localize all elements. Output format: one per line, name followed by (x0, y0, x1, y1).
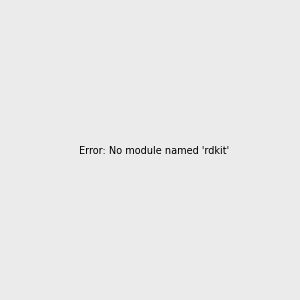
Text: Error: No module named 'rdkit': Error: No module named 'rdkit' (79, 146, 229, 157)
